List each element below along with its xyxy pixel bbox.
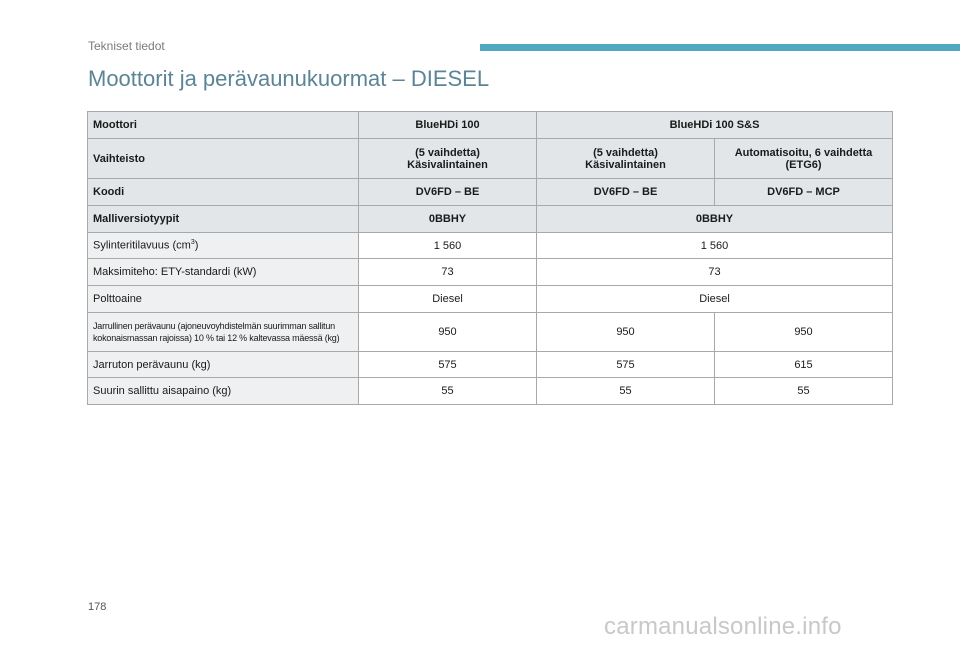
- cell-jarruton-1: 575: [358, 351, 537, 378]
- page-title: Moottorit ja perävaunukuormat – DIESEL: [88, 66, 490, 91]
- cell-aisapaino-1: 55: [358, 377, 537, 405]
- row-label-moottori: Moottori: [87, 111, 359, 139]
- table-row: Vaihteisto (5 vaihdetta) Käsivalintainen…: [87, 138, 893, 179]
- row-label-vaihteisto: Vaihteisto: [87, 138, 359, 179]
- cell-jarrullinen-2: 950: [536, 312, 715, 352]
- row-label-sylinteritilavuus: Sylinteritilavuus (cm3): [87, 232, 359, 259]
- row-label-koodi: Koodi: [87, 178, 359, 206]
- table-row: Malliversiotyypit 0BBHY 0BBHY: [87, 205, 893, 233]
- cell-malliversiot-1: 0BBHY: [358, 205, 537, 233]
- cell-vaihteisto-3: Automatisoitu, 6 vaihdetta (ETG6): [714, 138, 893, 179]
- cell-koodi-2: DV6FD – BE: [536, 178, 715, 206]
- cell-sylinteri-2: 1 560: [536, 232, 893, 259]
- engine-spec-table: Moottori BlueHDi 100 BlueHDi 100 S&S Vai…: [87, 111, 893, 405]
- cell-jarrullinen-1: 950: [358, 312, 537, 352]
- cell-line: (ETG6): [785, 158, 822, 171]
- cell-aisapaino-3: 55: [714, 377, 893, 405]
- section-label: Tekniset tiedot: [88, 39, 165, 53]
- cell-teho-1: 73: [358, 258, 537, 286]
- cell-vaihteisto-2: (5 vaihdetta) Käsivalintainen: [536, 138, 715, 179]
- cell-koodi-3: DV6FD – MCP: [714, 178, 893, 206]
- row-label-maksimiteho: Maksimiteho: ETY-standardi (kW): [87, 258, 359, 286]
- watermark: carmanualsonline.info: [604, 613, 842, 640]
- section-accent-bar: [480, 44, 960, 51]
- cell-jarrullinen-3: 950: [714, 312, 893, 352]
- label-line: Jarrullinen perävaunu (ajoneuvoyhdistelm…: [93, 321, 335, 331]
- label-superscript: 3: [190, 239, 195, 247]
- table-row: Polttoaine Diesel Diesel: [87, 285, 893, 313]
- cell-line: Käsivalintainen: [407, 158, 488, 171]
- label-line: kokonaismassan rajoissa) 10 % tai 12 % k…: [93, 333, 340, 343]
- cell-jarruton-2: 575: [536, 351, 715, 378]
- cell-moottori-1: BlueHDi 100: [358, 111, 537, 139]
- table-row: Sylinteritilavuus (cm3) 1 560 1 560: [87, 232, 893, 259]
- row-label-malliversiot: Malliversiotyypit: [87, 205, 359, 233]
- cell-vaihteisto-1: (5 vaihdetta) Käsivalintainen: [358, 138, 537, 179]
- cell-moottori-2: BlueHDi 100 S&S: [536, 111, 893, 139]
- cell-sylinteri-1: 1 560: [358, 232, 537, 259]
- cell-line: (5 vaihdetta): [593, 146, 658, 159]
- table-row: Maksimiteho: ETY-standardi (kW) 73 73: [87, 258, 893, 286]
- cell-polttoaine-1: Diesel: [358, 285, 537, 313]
- row-label-polttoaine: Polttoaine: [87, 285, 359, 313]
- cell-teho-2: 73: [536, 258, 893, 286]
- page-number: 178: [88, 601, 107, 613]
- table-row: Suurin sallittu aisapaino (kg) 55 55 55: [87, 377, 893, 405]
- cell-line: Käsivalintainen: [585, 158, 666, 171]
- table-row: Jarruton perävaunu (kg) 575 575 615: [87, 351, 893, 378]
- cell-malliversiot-2: 0BBHY: [536, 205, 893, 233]
- cell-polttoaine-2: Diesel: [536, 285, 893, 313]
- table-row: Jarrullinen perävaunu (ajoneuvoyhdistelm…: [87, 312, 893, 352]
- row-label-aisapaino: Suurin sallittu aisapaino (kg): [87, 377, 359, 405]
- table-row: Koodi DV6FD – BE DV6FD – BE DV6FD – MCP: [87, 178, 893, 206]
- table-row: Moottori BlueHDi 100 BlueHDi 100 S&S: [87, 111, 893, 139]
- label-text-end: ): [194, 239, 199, 252]
- row-label-jarruton: Jarruton perävaunu (kg): [87, 351, 359, 378]
- cell-line: Automatisoitu, 6 vaihdetta: [734, 146, 873, 159]
- row-label-jarrullinen: Jarrullinen perävaunu (ajoneuvoyhdistelm…: [87, 312, 359, 352]
- cell-jarruton-3: 615: [714, 351, 893, 378]
- cell-line: (5 vaihdetta): [415, 146, 480, 159]
- cell-aisapaino-2: 55: [536, 377, 715, 405]
- cell-koodi-1: DV6FD – BE: [358, 178, 537, 206]
- label-text: Sylinteritilavuus (cm: [93, 239, 191, 252]
